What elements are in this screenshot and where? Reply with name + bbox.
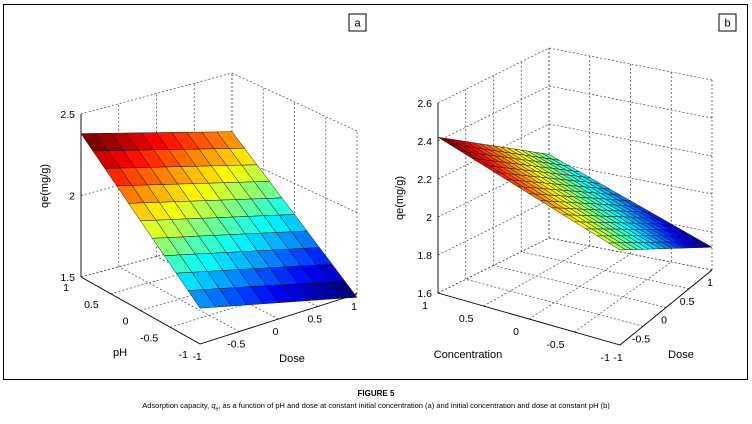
grid-line [483,245,590,307]
y-tick-label: -1 [179,349,188,361]
caption-symbol: q [211,401,216,410]
plot-panel-a: -1 -0.5 0 0.5 1 1 0.5 0 -0.5 -1 2.5 2 1.5 Dose pH qe(mg… [39,13,367,365]
z-tick-label: 2.6 [417,98,432,110]
grid-line [231,154,358,213]
grid-line [465,278,644,327]
panel-label: b [724,18,730,30]
z-tick-label: 2.2 [417,174,432,186]
caption-subscript: e [215,406,219,413]
z-tick-label: 1.8 [417,250,432,262]
y-tick-label: -0.5 [546,339,564,351]
y-axis-line [80,276,201,345]
figure-caption: Adsorption capacity, qe, as a function o… [0,401,752,413]
surface-cell [607,242,627,251]
grid-line [437,237,550,294]
x-tick-label: 1 [707,277,713,289]
x-tick-label: 1 [351,301,357,313]
z-axis-title: qe(mg/g) [394,176,406,220]
grid-line [521,251,690,290]
grid-line [437,47,550,104]
y-tick-label: -0.5 [140,332,158,344]
y-axis-title: pH [113,347,127,359]
y-tick-label: 0 [123,316,129,328]
z-tick-label: 1.5 [60,272,75,284]
axis-lines [437,103,713,346]
figure-title: FIGURE 5 [357,389,395,398]
x-axis-line [199,293,358,345]
y-tick-label: 0 [513,326,519,338]
x-tick-label: -0.5 [632,333,650,345]
x-axis-title: Dose [279,353,305,365]
caption-suffix: , as a function of pH and dose at consta… [218,401,610,410]
panel-label-box [348,13,367,32]
x-tick-label: 0.5 [680,296,695,308]
grid-line [528,253,631,320]
x-tick-label: -1 [192,351,201,363]
y-tick-label: -1 [601,352,610,364]
caption-prefix: Adsorption capacity, [142,401,212,410]
z-axis-title: qe(mg/g) [39,164,51,208]
z-tick-label: 2 [426,212,432,224]
x-tick-label: -0.5 [227,339,245,351]
panel-label: a [354,18,361,30]
x-axis-title: Dose [668,349,694,361]
panel-label-box [718,13,737,32]
grid-line [437,199,550,256]
y-tick-label: 0.5 [84,299,99,311]
z-tick-label: 2.5 [60,109,75,121]
y-tick-label: 0.5 [459,313,474,325]
x-axis-line [619,269,713,346]
z-tick-label: 2 [69,191,75,203]
grid-line [231,72,358,132]
surface-cell [187,289,217,309]
y-axis-title: Concentration [434,349,503,361]
z-tick-label: 1.6 [417,288,432,300]
y-tick-label: 1 [63,282,69,294]
x-tick-label: -1 [613,352,622,364]
surface-mesh [437,136,713,251]
x-tick-label: 0 [661,315,667,327]
surface-mesh [80,131,358,309]
y-tick-label: 1 [422,300,428,312]
z-tick-label: 2.4 [417,136,432,148]
axis-lines [80,114,358,345]
grid-line [437,161,550,218]
grid-line [437,85,550,142]
plot-panel-b: -1 -0.5 0 0.5 1 1 0.5 0 -0.5 -1 2.6 2.4 2.2 2 1.8 1.6 Do… [394,13,737,364]
x-tick-label: 0.5 [307,314,322,326]
x-tick-label: 0 [273,326,279,338]
y-axis-line [437,292,621,346]
